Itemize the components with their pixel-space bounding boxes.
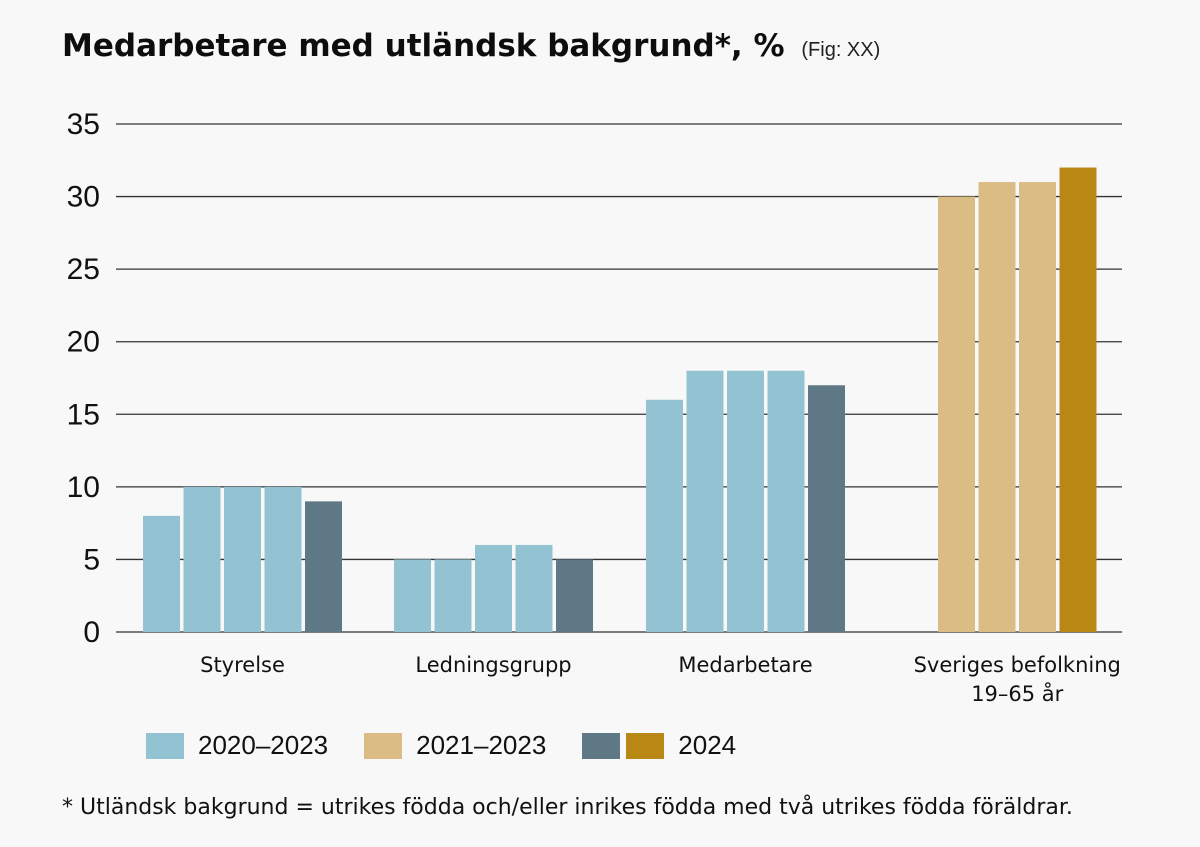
category-label: Ledningsgrupp [415,653,571,677]
legend-label: 2021–2023 [416,730,547,760]
bar [264,486,302,632]
bar [978,182,1016,633]
chart-title-text: Medarbetare med utländsk bakgrund*, % [62,28,785,64]
bar [224,486,261,632]
legend-swatch [146,732,184,759]
legend-swatch [364,732,403,759]
bar [938,196,975,633]
chart-legend: 2020–2023 2021–2023 2024 [146,730,772,761]
y-tick-label: 10 [67,471,100,504]
footnote: * Utländsk bakgrund = utrikes födda och/… [62,795,1073,820]
bar [808,385,845,632]
y-tick-label: 35 [67,108,100,141]
bar [556,559,593,632]
chart-title: Medarbetare med utländsk bakgrund*, % (F… [62,28,880,64]
bar-chart: 35 30 25 20 15 10 5 0 Styrelse Ledningsgrupp Medar… [67,108,1122,706]
y-tick-label: 25 [67,253,100,286]
category-label: Styrelse [200,653,285,677]
category-label: Sveriges befolkning [914,653,1121,677]
bar [1059,167,1097,633]
bar [767,370,805,632]
bar [727,370,764,632]
bar [475,544,512,632]
bar [305,501,342,632]
legend-item: 2020–2023 [146,730,328,761]
legend-swatch [582,732,621,759]
bar [434,559,472,632]
bar [515,544,553,632]
category-label: Medarbetare [678,653,812,677]
bar [1019,182,1056,633]
legend-item: 2024 [582,730,736,761]
figure-note: (Fig: XX) [801,39,881,61]
legend-label: 2024 [678,730,737,760]
bar [686,370,724,632]
bar [183,486,221,632]
y-tick-label: 5 [83,543,100,576]
bar [394,559,431,632]
bar [143,515,180,632]
bar [646,399,683,632]
y-tick-label: 15 [67,398,100,431]
y-tick-label: 20 [67,326,100,359]
legend-swatch [626,732,665,759]
legend-label: 2020–2023 [198,730,329,760]
y-tick-label: 30 [67,181,100,214]
legend-item: 2021–2023 [364,730,546,761]
y-tick-label: 0 [83,616,100,649]
category-label: 19–65 år [971,681,1063,706]
